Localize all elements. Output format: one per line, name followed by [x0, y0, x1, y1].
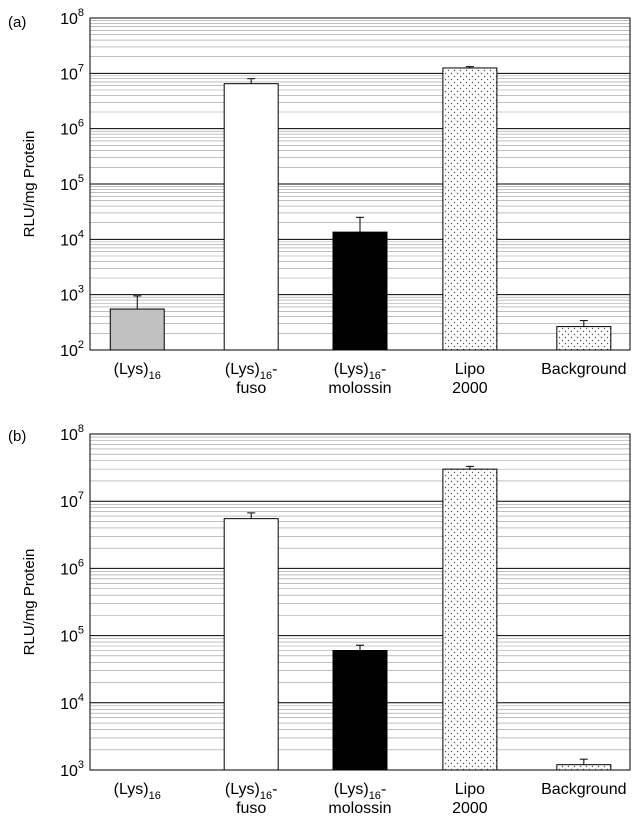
category-label-main: (Lys) — [334, 361, 369, 378]
tick-base: 10 — [60, 763, 78, 780]
y-tick-label: 106 — [60, 118, 84, 139]
panel-label: (b) — [8, 428, 26, 445]
y-axis-label: RLU/mg Protein — [21, 549, 38, 656]
y-tick-label: 106 — [60, 557, 84, 578]
tick-exponent: 5 — [78, 173, 84, 185]
category-label-subscript: 16 — [369, 790, 381, 802]
y-tick-label: 107 — [60, 490, 84, 511]
bar — [442, 468, 498, 771]
tick-exponent: 8 — [78, 423, 84, 435]
category-label-main: (Lys) — [114, 781, 149, 798]
tick-exponent: 3 — [78, 284, 84, 296]
category-label-main: Lipo — [455, 781, 485, 798]
tick-exponent: 5 — [78, 625, 84, 637]
category-label-subscript: 16 — [260, 370, 272, 382]
category-label-line2: molossin — [328, 800, 391, 817]
tick-exponent: 2 — [78, 339, 84, 351]
category-label-main: Background — [541, 361, 626, 378]
tick-exponent: 3 — [78, 759, 84, 771]
tick-base: 10 — [60, 696, 78, 713]
category-label-suffix: - — [272, 361, 277, 378]
tick-base: 10 — [60, 66, 78, 83]
category-label: (Lys)16- — [334, 361, 387, 382]
bar — [332, 231, 388, 351]
category-label-suffix: - — [381, 361, 386, 378]
tick-exponent: 6 — [78, 118, 84, 130]
y-axis-label: RLU/mg Protein — [21, 131, 38, 238]
y-tick-label: 102 — [60, 339, 84, 360]
y-tick-label: 104 — [60, 228, 84, 249]
tick-exponent: 4 — [78, 692, 84, 704]
tick-exponent: 8 — [78, 7, 84, 19]
y-tick-label: 103 — [60, 759, 84, 780]
tick-base: 10 — [60, 177, 78, 194]
tick-exponent: 4 — [78, 228, 84, 240]
category-label: (Lys)16- — [225, 781, 278, 802]
y-tick-label: 104 — [60, 692, 84, 713]
category-label: (Lys)16 — [114, 361, 161, 382]
tick-exponent: 7 — [78, 62, 84, 74]
tick-base: 10 — [60, 629, 78, 646]
y-tick-label: 105 — [60, 625, 84, 646]
tick-base: 10 — [60, 232, 78, 249]
tick-base: 10 — [60, 561, 78, 578]
y-tick-label: 108 — [60, 7, 84, 28]
category-label: (Lys)16- — [334, 781, 387, 802]
tick-base: 10 — [60, 11, 78, 28]
category-label: Lipo — [455, 361, 485, 378]
category-label-main: (Lys) — [114, 361, 149, 378]
panel-label: (a) — [8, 14, 26, 31]
category-label-main: (Lys) — [334, 781, 369, 798]
category-label-suffix: - — [381, 781, 386, 798]
category-label-subscript: 16 — [260, 790, 272, 802]
category-label-line2: 2000 — [452, 380, 488, 397]
category-label-line2: fuso — [236, 380, 266, 397]
category-label-suffix: - — [272, 781, 277, 798]
bar — [109, 308, 165, 351]
category-label: (Lys)16- — [225, 361, 278, 382]
y-tick-label: 103 — [60, 284, 84, 305]
bar — [332, 650, 388, 771]
category-label-main: Lipo — [455, 361, 485, 378]
category-label-line2: molossin — [328, 380, 391, 397]
category-label: (Lys)16 — [114, 781, 161, 802]
tick-base: 10 — [60, 122, 78, 139]
category-label-main: Background — [541, 781, 626, 798]
y-tick-label: 107 — [60, 62, 84, 83]
tick-base: 10 — [60, 288, 78, 305]
category-label-subscript: 16 — [149, 370, 161, 382]
category-label: Lipo — [455, 781, 485, 798]
bar — [223, 83, 279, 351]
tick-base: 10 — [60, 427, 78, 444]
tick-exponent: 6 — [78, 557, 84, 569]
bar — [556, 326, 612, 351]
category-label-line2: 2000 — [452, 800, 488, 817]
category-label-subscript: 16 — [369, 370, 381, 382]
tick-exponent: 7 — [78, 490, 84, 502]
tick-base: 10 — [60, 494, 78, 511]
category-label-subscript: 16 — [149, 790, 161, 802]
category-label: Background — [541, 781, 626, 798]
category-label-main: (Lys) — [225, 361, 260, 378]
tick-base: 10 — [60, 343, 78, 360]
y-tick-label: 105 — [60, 173, 84, 194]
bar — [223, 518, 279, 771]
category-label: Background — [541, 361, 626, 378]
y-tick-label: 108 — [60, 423, 84, 444]
bar — [442, 67, 498, 351]
category-label-main: (Lys) — [225, 781, 260, 798]
bar — [556, 764, 612, 771]
category-label-line2: fuso — [236, 800, 266, 817]
